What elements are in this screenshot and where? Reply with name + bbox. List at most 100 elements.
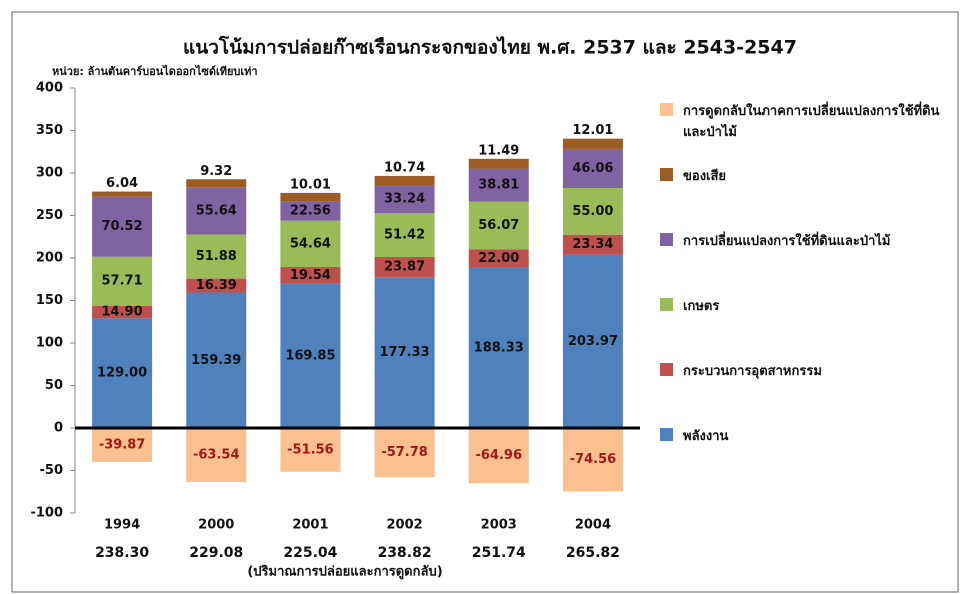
data-label: 12.01 [572, 123, 613, 138]
bar-segment [374, 428, 435, 478]
bar-segment [280, 220, 341, 268]
legend-swatch [660, 298, 673, 311]
legend-swatch [660, 103, 673, 116]
data-label: 56.07 [478, 218, 519, 233]
bar-segment [92, 191, 153, 197]
legend-item: การดูดกลับในภาคการเปลี่ยนแปลงการใช้ที่ดิ… [660, 100, 950, 165]
legend-label: ของเสีย [683, 169, 727, 184]
bar-segment [186, 179, 247, 188]
data-label: 129.00 [97, 366, 147, 381]
data-label: 23.34 [572, 237, 613, 252]
legend: การดูดกลับในภาคการเปลี่ยนแปลงการใช้ที่ดิ… [660, 100, 950, 490]
bar-segment [562, 234, 623, 255]
data-label: -74.56 [570, 452, 617, 467]
y-tick-label: -100 [30, 506, 63, 521]
legend-label: การดูดกลับในภาคการเปลี่ยนแปลงการใช้ที่ดิ… [683, 104, 940, 140]
y-tick-label: 300 [36, 166, 63, 181]
data-label: 46.06 [572, 161, 613, 176]
data-label: 169.85 [285, 348, 335, 363]
bar-segment [186, 187, 247, 235]
bar-segment [280, 283, 341, 428]
bar-segment [374, 277, 435, 428]
bar-segment [374, 256, 435, 278]
data-label: -39.87 [99, 437, 146, 452]
data-label: 19.54 [290, 268, 331, 283]
data-label: 55.00 [572, 204, 613, 219]
bar-segment [186, 278, 247, 293]
x-tick-label: 2000 [198, 518, 234, 533]
bar-segment [468, 249, 529, 268]
bar-segment [468, 158, 529, 169]
data-label: 57.71 [102, 274, 143, 289]
data-label: 38.81 [478, 178, 519, 193]
x-tick-label: 2004 [575, 518, 611, 533]
bar-segment [92, 305, 153, 319]
y-tick-label: 400 [36, 81, 63, 96]
data-label: 177.33 [379, 345, 429, 360]
bar-segment [92, 256, 153, 306]
data-label: 10.74 [384, 160, 425, 175]
legend-item: เกษตร [660, 295, 950, 360]
data-label: 70.52 [102, 219, 143, 234]
total-label: 265.82 [566, 545, 620, 561]
bar-segment [186, 234, 247, 279]
y-tick-label: 200 [36, 251, 63, 266]
data-label: 9.32 [200, 164, 232, 179]
x-tick-label: 2002 [386, 518, 422, 533]
bar-segment [92, 196, 153, 257]
bar-segment [562, 428, 623, 492]
bar-segment [280, 428, 341, 472]
bar-segment [374, 185, 435, 214]
bar-segment [186, 292, 247, 428]
data-label: 11.49 [478, 143, 519, 158]
data-label: 51.42 [384, 228, 425, 243]
legend-swatch [660, 428, 673, 441]
legend-item: กระบวนการอุตสาหกรรม [660, 360, 950, 425]
bar-segment [186, 428, 247, 483]
data-label: 55.64 [196, 203, 237, 218]
data-label: 23.87 [384, 260, 425, 275]
total-label: 238.30 [95, 545, 149, 561]
x-tick-label: 1994 [104, 518, 140, 533]
bar-segment [468, 168, 529, 202]
x-tick-label: 2001 [292, 518, 328, 533]
total-label: 238.82 [378, 545, 432, 561]
y-tick-label: -50 [40, 463, 64, 478]
bar-segment [374, 175, 435, 186]
bar-segment [374, 213, 435, 257]
data-label: -64.96 [475, 448, 522, 463]
data-label: 22.00 [478, 251, 519, 266]
legend-label: เกษตร [683, 299, 720, 314]
bar-segment [562, 138, 623, 149]
data-label: 14.90 [102, 305, 143, 320]
bar-segment [468, 267, 529, 428]
data-label: 6.04 [106, 176, 138, 191]
y-tick-label: 350 [36, 123, 63, 138]
total-label: 229.08 [189, 545, 243, 561]
data-label: 51.88 [196, 249, 237, 264]
chart-subtitle: หน่วย: ล้านตันคาร์บอนไดออกไซด์เทียบเท่า [52, 64, 258, 78]
bar-segment [280, 201, 341, 221]
data-label: -57.78 [381, 445, 428, 460]
legend-swatch [660, 168, 673, 181]
bar-segment [562, 254, 623, 428]
bar-segment [562, 188, 623, 235]
legend-swatch [660, 233, 673, 246]
chart-title: แนวโน้มการปล่อยก๊าซเรือนกระจกของไทย พ.ศ.… [183, 36, 797, 59]
totals-caption: (ปริมาณการปล่อยและการดูดกลับ) [247, 565, 442, 580]
y-tick-label: 100 [36, 336, 63, 351]
y-tick-label: 150 [36, 293, 63, 308]
legend-label: พลังงาน [683, 429, 729, 444]
x-tick-label: 2003 [481, 518, 517, 533]
bar-segment [468, 428, 529, 484]
total-label: 251.74 [472, 545, 526, 561]
bar-segment [92, 318, 153, 428]
bar-segment [562, 148, 623, 189]
data-label: 22.56 [290, 203, 331, 218]
bar-segment [280, 192, 341, 202]
y-tick-label: 50 [45, 378, 63, 393]
data-label: 203.97 [568, 334, 618, 349]
data-label: 10.01 [290, 177, 331, 192]
data-label: 188.33 [474, 340, 524, 355]
